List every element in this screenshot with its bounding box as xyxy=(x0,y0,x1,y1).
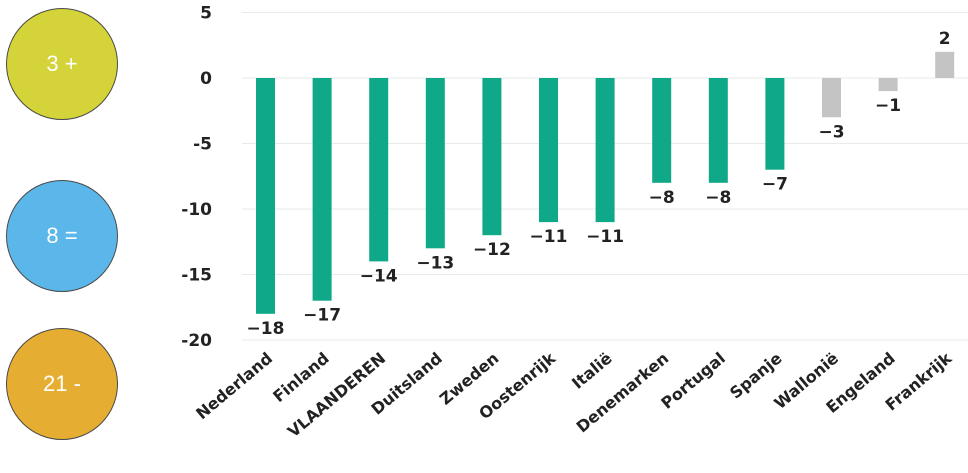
badge-increase: 3 + xyxy=(6,8,118,120)
data-label: −18 xyxy=(247,319,285,339)
bar xyxy=(256,78,275,314)
bar xyxy=(312,78,332,301)
data-label: −17 xyxy=(303,306,341,326)
bar xyxy=(425,78,445,249)
y-tick-label: 0 xyxy=(200,69,212,89)
badge-equal: 8 = xyxy=(6,180,118,292)
y-tick-label: -5 xyxy=(193,135,212,155)
data-label: −7 xyxy=(762,175,788,195)
bar xyxy=(765,78,785,170)
data-label: 2 xyxy=(939,29,951,49)
data-label: −3 xyxy=(818,122,844,142)
bar xyxy=(878,78,898,92)
badge-increase-label: 3 + xyxy=(46,51,78,76)
bar xyxy=(595,78,615,223)
bar xyxy=(369,78,389,262)
data-label: −11 xyxy=(530,227,568,247)
data-label: −8 xyxy=(705,188,731,208)
data-label: −8 xyxy=(649,188,675,208)
data-label: −11 xyxy=(586,227,624,247)
y-tick-label: -10 xyxy=(181,200,212,220)
y-tick-label: 5 xyxy=(200,4,212,24)
x-tick-label: Italië xyxy=(568,348,616,392)
data-label: −12 xyxy=(473,240,511,260)
data-label: −13 xyxy=(416,253,454,273)
bar xyxy=(822,78,841,118)
badge-equal-label: 8 = xyxy=(46,223,78,248)
x-tick-label: Nederland xyxy=(192,349,276,424)
data-label: −1 xyxy=(875,96,901,116)
badge-decrease-label: 21 - xyxy=(43,371,81,396)
x-tick-label: VLAANDEREN xyxy=(284,349,389,442)
y-tick-label: -20 xyxy=(181,331,212,351)
bar xyxy=(539,78,558,223)
bar xyxy=(935,51,955,78)
bar xyxy=(652,78,672,183)
bar xyxy=(482,78,502,236)
y-tick-label: -15 xyxy=(181,266,212,286)
badge-decrease: 21 - xyxy=(6,328,118,440)
data-label: −14 xyxy=(360,266,398,286)
bar xyxy=(708,78,728,183)
